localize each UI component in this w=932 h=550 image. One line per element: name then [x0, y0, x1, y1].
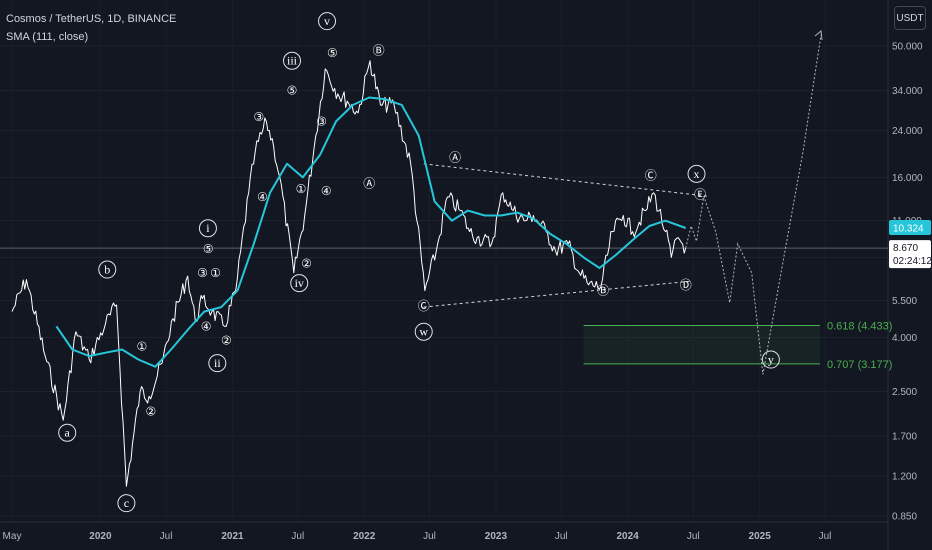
wave-label: ④ — [321, 184, 332, 198]
wave-label: iii — [287, 54, 298, 68]
sma-line — [55, 96, 687, 368]
wave-label: i — [206, 221, 210, 235]
y-tick-label: 50.000 — [892, 42, 923, 53]
currency-button[interactable]: USDT — [894, 6, 926, 30]
fib-zone-fill — [583, 325, 820, 364]
trendline — [423, 163, 708, 197]
series-layer — [11, 30, 823, 487]
wave-label: ④ — [201, 319, 212, 333]
y-tick-label: 4.000 — [892, 333, 917, 344]
wave-label: ② — [146, 405, 157, 419]
wave-circle — [198, 219, 217, 238]
x-tick-label: Jul — [160, 531, 173, 542]
wave-label: ③ — [316, 114, 327, 128]
y-tick-label: 24.000 — [892, 126, 923, 137]
wave-label: Ⓓ — [680, 278, 692, 292]
indicator-title[interactable]: SMA (111, close) — [6, 31, 89, 43]
wave-label: w — [419, 325, 428, 339]
wave-label: Ⓑ — [373, 44, 385, 58]
projection-path — [685, 34, 822, 375]
y-tick-label: 0.850 — [892, 512, 917, 523]
wave-label: b — [104, 263, 110, 277]
x-tick-label: 2025 — [749, 531, 772, 542]
wave-circle — [414, 322, 433, 341]
last-price-badge — [889, 240, 931, 269]
x-tick-label: 2021 — [221, 531, 244, 542]
wave-label: iv — [295, 276, 304, 290]
wave-circle — [58, 423, 77, 442]
wave-label: Ⓑ — [597, 284, 609, 298]
wave-label: Ⓐ — [449, 151, 461, 165]
wave-label: v — [324, 14, 330, 28]
last-price-label: 8.670 — [893, 243, 918, 254]
trendline — [423, 280, 690, 308]
wave-circle — [687, 164, 706, 183]
sma-price-badge — [889, 220, 931, 236]
wave-label: ⑤ — [287, 83, 298, 97]
wave-circle — [98, 260, 117, 279]
x-tick-label: 2024 — [616, 531, 639, 542]
wave-label: Ⓔ — [694, 187, 706, 201]
fib-zone: 0.618 (4.433) 0.707 (3.177) — [583, 320, 892, 371]
x-tick-label: Jul — [291, 531, 304, 542]
x-tick-label: May — [3, 531, 22, 542]
y-tick-label: 34.000 — [892, 86, 923, 97]
fib-level-label: 0.707 (3.177) — [827, 359, 892, 371]
x-tick-label: Jul — [819, 531, 832, 542]
x-tick-label: 2022 — [353, 531, 376, 542]
y-tick-label: 5.500 — [892, 296, 917, 307]
wave-label: a — [65, 426, 71, 440]
chart-grid — [0, 0, 889, 550]
x-tick-label: 2020 — [89, 531, 112, 542]
fib-level-label: 0.618 (4.433) — [827, 320, 892, 332]
wave-label: ② — [221, 333, 232, 347]
wave-circle — [761, 350, 780, 369]
wave-label: ③ — [197, 266, 208, 280]
wave-label: ① — [296, 182, 307, 196]
trendlines — [423, 163, 708, 308]
wave-circle — [290, 274, 309, 293]
countdown-label: 02:24:12 — [893, 256, 932, 267]
symbol-title: Cosmos / TetherUS, 1D, BINANCE — [6, 13, 177, 25]
projection-arrow — [814, 30, 823, 41]
x-tick-label: Jul — [687, 531, 700, 542]
sma-price-label: 10.324 — [893, 224, 924, 235]
wave-circle — [283, 51, 302, 70]
wave-label: ⑤ — [203, 242, 214, 256]
price-line — [11, 60, 687, 487]
wave-label: ④ — [257, 190, 268, 204]
wave-label: ii — [214, 356, 221, 370]
wave-label: ③ — [253, 110, 264, 124]
wave-label: Ⓒ — [645, 168, 657, 182]
y-tick-label: 1.200 — [892, 472, 917, 483]
wave-label: ② — [301, 256, 312, 270]
wave-circle — [117, 494, 136, 513]
x-tick-label: Jul — [423, 531, 436, 542]
wave-label: ① — [210, 266, 221, 280]
x-axis[interactable]: May 2020 Jul 2021 Jul 2022 Jul 2023 Jul 2024 Jul 20… — [3, 531, 832, 542]
wave-label: ① — [137, 339, 148, 353]
wave-label: Ⓒ — [418, 299, 430, 313]
wave-circle — [208, 354, 227, 373]
wave-label: y — [768, 353, 774, 367]
x-tick-label: 2023 — [485, 531, 508, 542]
y-tick-label: 2.500 — [892, 387, 917, 398]
y-axis[interactable]: 50.00034.00024.00016.00011.0008.0005.500… — [889, 42, 932, 523]
y-tick-label: 16.000 — [892, 173, 923, 184]
wave-label: Ⓐ — [363, 176, 375, 190]
wave-label: ⑤ — [327, 46, 338, 60]
y-tick-label: 1.700 — [892, 432, 917, 443]
x-tick-label: Jul — [555, 531, 568, 542]
wave-circle — [318, 12, 337, 31]
wave-label: x — [694, 167, 700, 181]
wave-label: c — [124, 496, 129, 510]
